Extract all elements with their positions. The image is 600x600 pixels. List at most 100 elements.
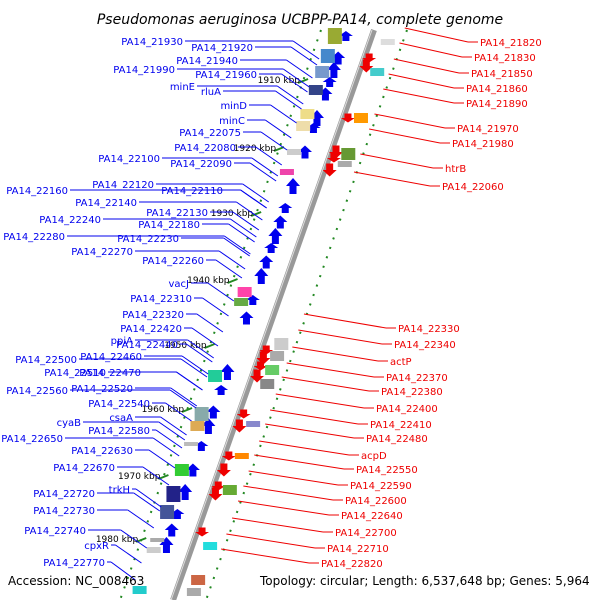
gene-label-left: PA14_22650 [1,434,63,445]
gene-label-left: PA14_22520 [71,384,133,395]
gene-label-left: PA14_22630 [71,446,133,457]
scale-tick [297,78,309,84]
gene-label-left: rluA [201,87,221,98]
leader-line [383,88,455,104]
gene-label-left: PA14_22320 [122,310,184,321]
gene-label-right: PA14_22710 [327,544,389,555]
gene-label-left: cyaB [57,418,82,429]
map-title: Pseudomonas aeruginosa UCBPP-PA14, compl… [97,12,503,28]
reverse-gene-arrow [326,153,341,163]
leader-line [232,211,260,231]
gene-label-right: PA14_22380 [381,387,443,398]
leader-line [223,237,250,257]
leader-line [148,449,176,469]
genome-backbone [170,29,377,600]
scale-tick [181,407,193,413]
scale-label: 1950 kbp [164,341,207,351]
leader-line [404,27,469,43]
annotation-block [222,485,237,495]
annotation-block [315,66,330,78]
leader-line [169,389,197,409]
annotation-block [203,542,218,550]
gene-label-left: cpxR [84,541,109,552]
reverse-gene-arrow [256,351,271,365]
leader-line [226,533,316,549]
right-guide-line [205,29,408,600]
gene-label-left: PA14_21930 [121,37,183,48]
gene-label-left: PA14_22130 [146,208,208,219]
reverse-gene-arrow [236,409,251,419]
annotation-block [184,442,199,446]
gene-label-right: PA14_22550 [356,465,418,476]
leader-line [243,485,334,501]
reverse-gene-arrow [359,59,374,73]
leader-line [292,40,320,60]
gene-label-left: PA14_22110 [161,186,223,197]
reverse-gene-arrow [216,463,231,477]
gene-label-left: PA14_22740 [24,526,86,537]
leader-line [242,183,269,203]
leader-line [181,355,209,375]
gene-label-left: csaA [109,413,133,424]
left-guide-line [119,29,322,600]
annotation-block [146,547,161,553]
forward-gene-arrow [178,484,193,500]
forward-gene-arrow [259,255,274,269]
annotation-block [279,169,294,175]
leader-line [202,297,229,317]
gene-label-left: PA14_22180 [138,220,200,231]
leader-line [165,402,192,422]
leader-line [191,327,219,347]
annotation-block [274,338,289,350]
annotation-block [190,421,205,431]
reverse-gene-arrow [195,527,210,537]
leader-line [393,58,460,74]
gene-label-right: PA14_21820 [480,38,542,49]
reverse-gene-arrow [322,163,337,177]
annotation-block [320,49,335,63]
leader-line [282,68,310,88]
gene-label-right: PA14_22700 [335,528,397,539]
leader-line [158,421,186,441]
leader-line [224,235,251,255]
gene-label-right: PA14_21860 [466,84,528,95]
leader-line [254,454,345,470]
annotation-block [160,505,175,519]
annotation-block [265,365,280,375]
gene-label-right: PA14_22600 [345,496,407,507]
annotation-block [150,538,165,542]
annotation-block [370,68,385,76]
forward-gene-arrow [264,243,279,253]
leader-line [186,343,213,363]
forward-gene-arrow [338,31,353,41]
forward-gene-arrow [322,77,337,87]
gene-label-right: htrB [445,164,466,175]
gene-label-right: acpD [361,451,387,462]
gene-label-left: ppiA [111,336,133,347]
gene-label-left: PA14_22120 [92,180,154,191]
scale-label: 1970 kbp [118,472,161,482]
forward-gene-arrow [297,145,312,159]
leader-line [180,358,208,378]
gene-label-right: PA14_21980 [452,139,514,150]
gene-label-right: PA14_22480 [366,434,428,445]
gene-label-left: PA14_22460 [80,352,142,363]
annotation-block [166,486,181,502]
leader-line [120,529,148,549]
scale-tick [227,278,238,284]
annotation-block [186,588,201,596]
forward-gene-arrow [239,311,254,325]
forward-gene-arrow [326,62,341,78]
accession-text: Accession: NC_008463 [8,574,145,588]
leader-line [152,437,180,457]
leader-line [187,339,215,359]
gene-label-left: PA14_22160 [6,186,68,197]
gene-label-right: PA14_22820 [321,559,383,570]
features-layer [132,28,395,596]
gene-label-right: PA14_22370 [386,373,448,384]
leader-line [388,73,455,89]
gene-label-right: PA14_21830 [474,53,536,64]
leader-line [230,218,257,238]
scale-label: 1980 kbp [96,535,139,545]
leader-line [176,371,203,391]
